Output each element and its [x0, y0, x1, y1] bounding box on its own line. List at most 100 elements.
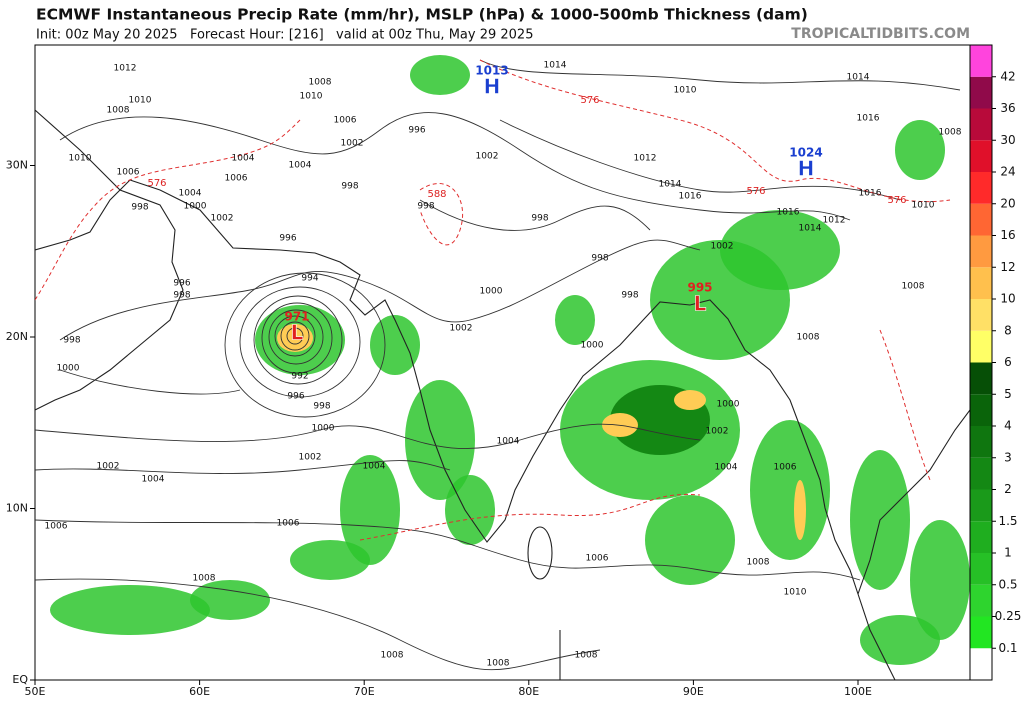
thickness-label: 588	[427, 189, 446, 200]
colorbar-label: 12	[1000, 260, 1015, 274]
isobar-label: 1012	[634, 154, 657, 164]
pressure-center-symbol: L	[694, 292, 707, 316]
colorbar-label: 16	[1000, 228, 1015, 242]
isobar-label: 1000	[57, 364, 80, 374]
isobar-label: 1004	[179, 189, 202, 199]
colorbar-bin	[970, 235, 992, 268]
isobar-label: 1008	[797, 333, 820, 343]
isobar-label: 998	[591, 254, 608, 264]
isobar-label: 998	[313, 402, 330, 412]
colorbar: 0.1 0.25 0.5 1 1.5 2 3 4 5 6 8 10 12 16 20 24 30 36 42	[969, 44, 1022, 681]
colorbar-label: 10	[1000, 292, 1015, 306]
isobar-label: 1014	[659, 180, 682, 190]
isobar-label: 1004	[289, 161, 312, 171]
isobar-label: 1000	[312, 424, 335, 434]
title: ECMWF Instantaneous Precip Rate (mm/hr),…	[36, 6, 808, 24]
isobar-label: 996	[279, 234, 296, 244]
isobar-label: 1000	[717, 400, 740, 410]
colorbar-label: 3	[1004, 450, 1012, 464]
isobar-label: 1008	[309, 78, 332, 88]
colorbar-bin	[970, 584, 992, 617]
colorbar-bin	[970, 140, 992, 172]
isobar-label: 998	[131, 203, 148, 213]
map-layer: 1012 1010 1008 1010 1006 998 1004 1000 1002 1004 1…	[35, 55, 970, 680]
lon-label: 50E	[25, 685, 46, 698]
isobar-label: 1004	[715, 463, 738, 473]
isobar-label: 1008	[902, 282, 925, 292]
colorbar-bin	[970, 267, 992, 299]
lon-label: 90E	[683, 685, 704, 698]
isobar-label: 1002	[711, 242, 734, 252]
isobar-label: 1004	[497, 437, 520, 447]
lon-label: 70E	[354, 685, 375, 698]
isobar-label: 1002	[450, 324, 473, 334]
pressure-center-symbol: L	[291, 321, 304, 345]
isobar-label: 1014	[799, 224, 822, 234]
isobar-label: 998	[63, 336, 80, 346]
colorbar-bin	[970, 394, 992, 426]
thickness-label: 576	[887, 195, 906, 206]
colorbar-label: 0.25	[995, 609, 1022, 623]
lat-label: 20N	[6, 330, 28, 343]
isobar-label: 1006	[45, 522, 68, 532]
lat-label: 30N	[6, 159, 28, 172]
isobar-label: 1012	[114, 64, 137, 74]
precip	[50, 55, 970, 665]
colorbar-label: 2	[1004, 482, 1012, 496]
isobar-label: 1008	[939, 128, 962, 138]
isobar-label: 1002	[299, 453, 322, 463]
isobar-label: 1010	[69, 154, 92, 164]
coastlines	[35, 109, 970, 680]
isobar-label: 998	[621, 291, 638, 301]
pressure-center-value: 1013	[475, 64, 508, 78]
isobar-label: 1014	[847, 73, 870, 83]
isobar-label: 1010	[300, 92, 323, 102]
axes: 50E 60E 70E 80E 90E 100E EQ 10N 20N 30N	[6, 159, 872, 699]
isobar-label: 1012	[823, 216, 846, 226]
colorbar-bin	[970, 616, 992, 649]
isobar-label: 1002	[97, 462, 120, 472]
colorbar-label: 5	[1004, 387, 1012, 401]
colorbar-bin	[970, 426, 992, 458]
pressure-center-value: 1024	[789, 146, 822, 160]
colorbar-bin	[970, 299, 992, 331]
isobar-label: 1002	[476, 152, 499, 162]
isobar-label: 1006	[774, 463, 797, 473]
isobar-label: 1004	[142, 475, 165, 485]
colorbar-bin	[970, 76, 992, 109]
isobar-label: 1006	[586, 554, 609, 564]
lon-label: 60E	[189, 685, 210, 698]
isobar-label: 1008	[381, 651, 404, 661]
colorbar-label: 8	[1004, 323, 1012, 337]
isobar-label: 1000	[581, 341, 604, 351]
isobar-label: 1008	[193, 574, 216, 584]
pressure-center-value: 971	[284, 310, 309, 324]
isobar-label: 1010	[129, 96, 152, 106]
colorbar-label: 1.5	[998, 514, 1017, 528]
thickness-label: 576	[746, 186, 765, 197]
isobar-label: 1006	[225, 174, 248, 184]
isobar-label: 998	[531, 214, 548, 224]
thickness-label: 576	[147, 178, 166, 189]
map-labels: 1012 1010 1008 1010 1006 998 1004 1000 1002 1004 1…	[45, 61, 962, 669]
colorbar-bin	[970, 648, 992, 680]
colorbar-label: 24	[1000, 165, 1015, 179]
colorbar-label: 0.1	[998, 641, 1017, 655]
isobar-label: 996	[287, 392, 304, 402]
isobar-label: 1010	[784, 588, 807, 598]
isobar-label: 1002	[706, 427, 729, 437]
isobar-label: 1014	[544, 61, 567, 71]
pressure-center-symbol: H	[484, 75, 501, 99]
colorbar-bin	[970, 108, 992, 141]
lon-label: 100E	[844, 685, 872, 698]
isobar-label: 994	[301, 274, 318, 284]
colorbar-label: 6	[1004, 355, 1012, 369]
isobar-label: 1016	[679, 192, 702, 202]
isobar-label: 1002	[341, 139, 364, 149]
colorbar-bin	[970, 45, 992, 77]
isobar-label: 992	[291, 372, 308, 382]
isobar-label: 1008	[575, 651, 598, 661]
lat-label: EQ	[12, 673, 28, 686]
colorbar-label: 20	[1000, 196, 1015, 210]
